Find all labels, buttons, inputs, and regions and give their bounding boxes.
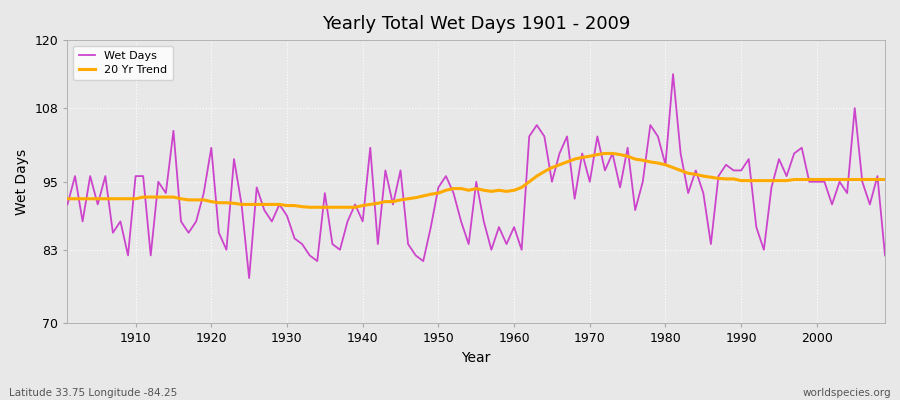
20 Yr Trend <box>508 188 519 193</box>
Wet Days <box>244 276 255 280</box>
Wet Days <box>608 151 618 156</box>
20 Yr Trend <box>879 177 890 182</box>
X-axis label: Year: Year <box>462 351 490 365</box>
Text: worldspecies.org: worldspecies.org <box>803 388 891 398</box>
Wet Days <box>62 202 73 207</box>
Title: Yearly Total Wet Days 1901 - 2009: Yearly Total Wet Days 1901 - 2009 <box>322 15 630 33</box>
20 Yr Trend <box>304 205 315 210</box>
20 Yr Trend <box>615 152 626 157</box>
Y-axis label: Wet Days: Wet Days <box>15 149 29 215</box>
Line: Wet Days: Wet Days <box>68 74 885 278</box>
20 Yr Trend <box>289 203 300 208</box>
Wet Days <box>342 219 353 224</box>
Wet Days <box>297 242 308 246</box>
Wet Days <box>508 225 519 230</box>
20 Yr Trend <box>599 151 610 156</box>
Wet Days <box>517 247 527 252</box>
20 Yr Trend <box>62 196 73 201</box>
Line: 20 Yr Trend: 20 Yr Trend <box>68 154 885 207</box>
20 Yr Trend <box>342 205 353 210</box>
20 Yr Trend <box>122 196 133 201</box>
Wet Days <box>879 253 890 258</box>
Legend: Wet Days, 20 Yr Trend: Wet Days, 20 Yr Trend <box>73 46 173 80</box>
Text: Latitude 33.75 Longitude -84.25: Latitude 33.75 Longitude -84.25 <box>9 388 177 398</box>
Wet Days <box>122 253 133 258</box>
Wet Days <box>668 72 679 76</box>
20 Yr Trend <box>517 185 527 190</box>
